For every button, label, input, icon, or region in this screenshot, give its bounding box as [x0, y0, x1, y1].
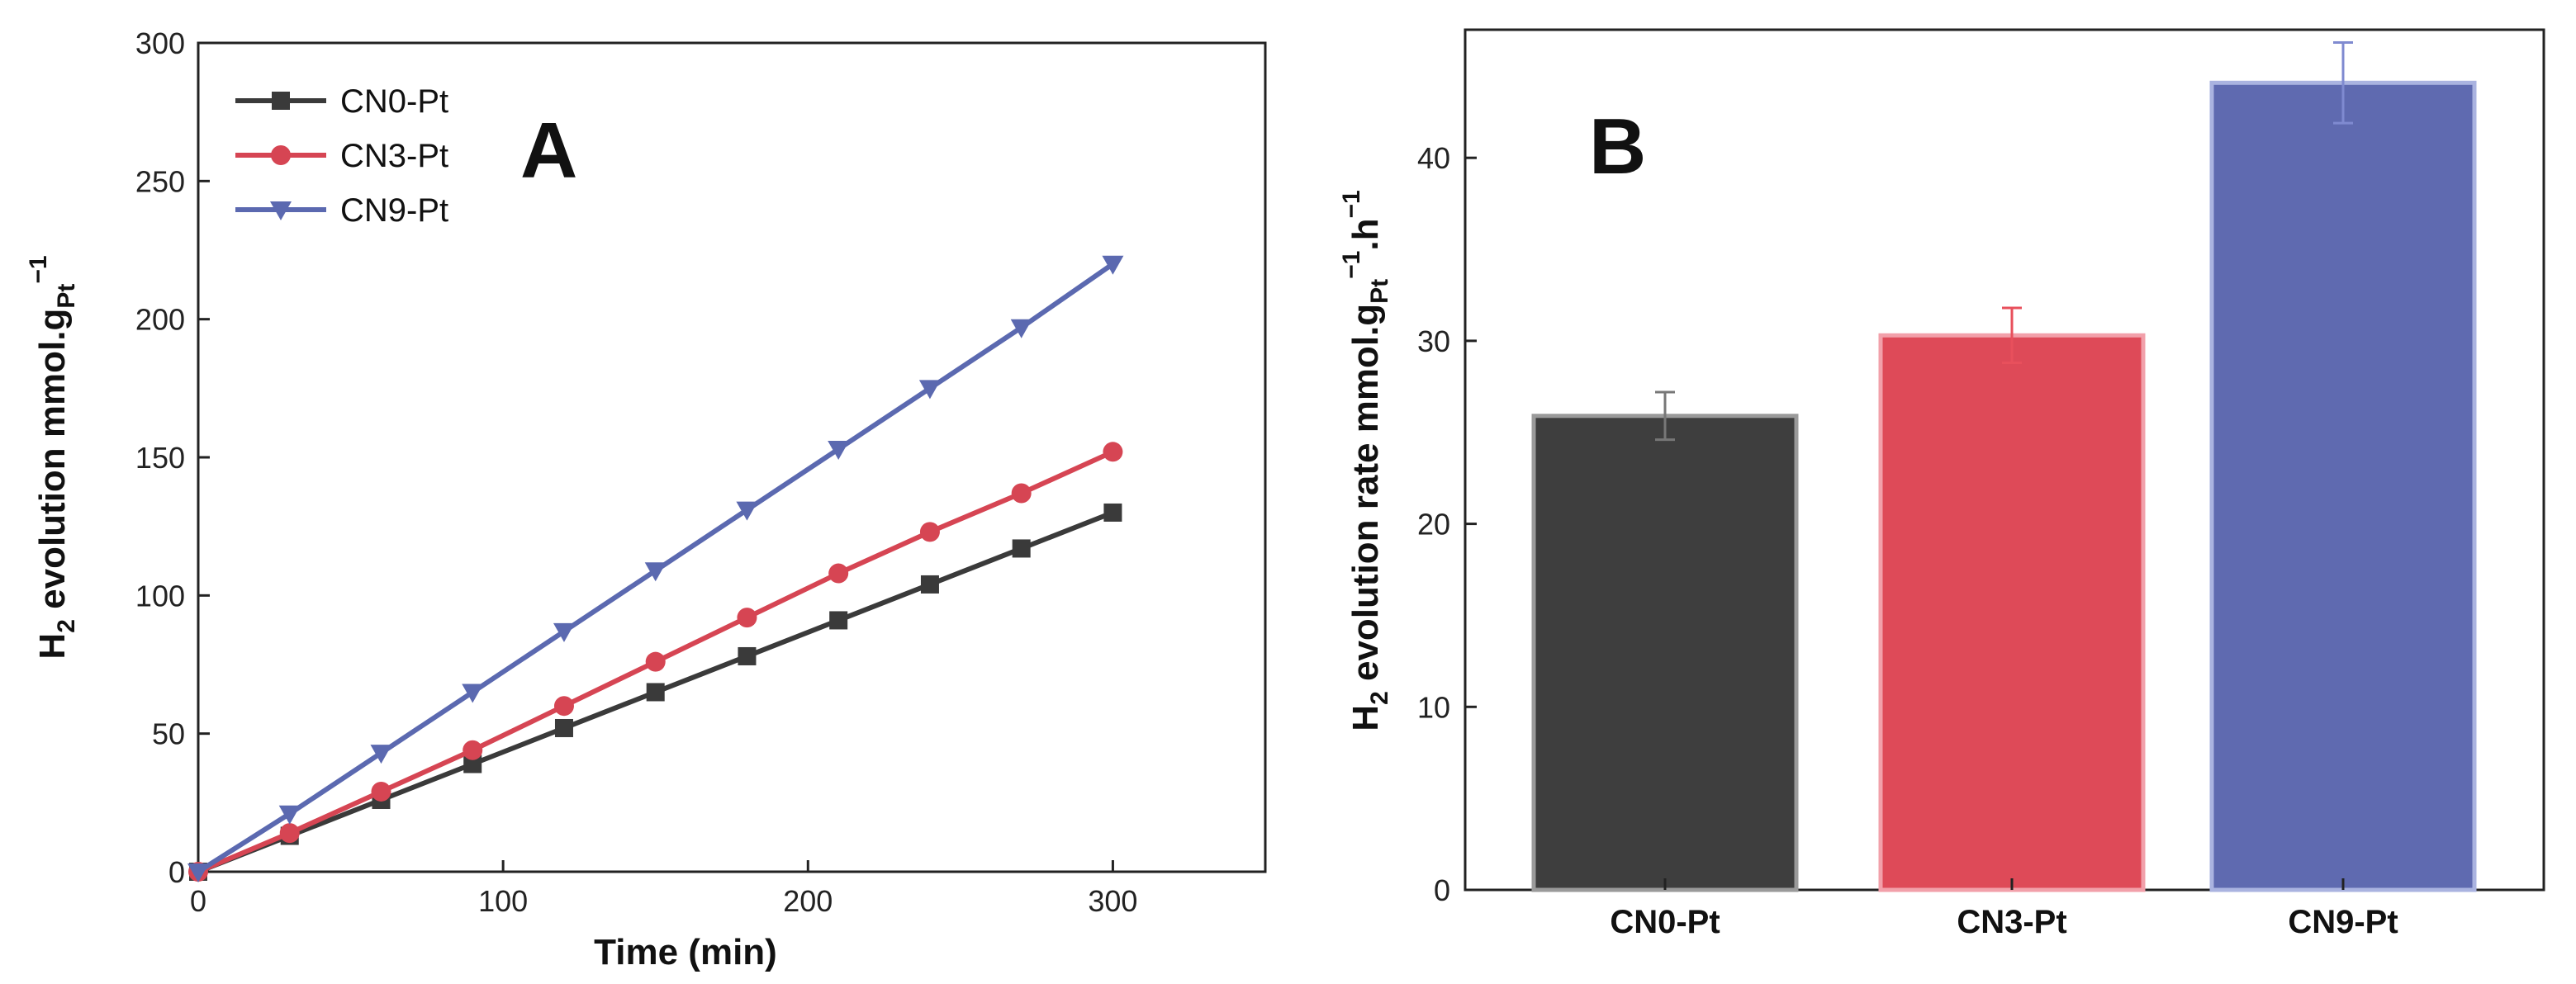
data-point	[1011, 483, 1032, 504]
y-tick-label: 250	[135, 164, 185, 198]
legend-item-cn3-pt: CN3-Pt	[235, 138, 448, 174]
data-point	[919, 522, 940, 542]
data-point	[279, 823, 300, 844]
legend-marker	[271, 145, 291, 165]
x-tick-label: 100	[478, 884, 528, 918]
x-tick-label: 0	[190, 884, 206, 918]
data-point	[829, 611, 848, 630]
series-cn9-pt	[187, 255, 1124, 882]
panel-a-line-chart: 0 50 100 150 200 250 300 0 100 200 300 CN0-Pt CN3-…	[25, 26, 1267, 972]
data-point	[278, 805, 301, 825]
legend-label: CN3-Pt	[340, 138, 448, 174]
data-point	[554, 718, 573, 737]
series-cn3-pt	[188, 442, 1123, 882]
data-point	[644, 562, 667, 582]
panel-a-y-axis-label: H2 evolution mmol.gPt−1	[25, 255, 80, 659]
category-label: CN3-Pt	[1957, 904, 2066, 940]
panel-b-bar-chart: 0 10 20 30 40 CN0-Pt CN3-Pt CN9-Pt B H2 evolut…	[1338, 28, 2545, 940]
legend-item-cn9-pt: CN9-Pt	[235, 192, 448, 229]
data-point	[645, 651, 666, 672]
y-tick-label: 0	[1434, 873, 1450, 907]
y-tick-label: 40	[1417, 141, 1450, 175]
legend-label: CN9-Pt	[340, 192, 448, 229]
data-point	[1012, 539, 1031, 558]
bar	[2209, 80, 2477, 892]
panel-a-series	[187, 255, 1124, 882]
y-tick-label: 150	[135, 441, 185, 475]
legend-marker	[272, 92, 290, 110]
x-tick-label: 300	[1088, 884, 1137, 918]
data-point	[462, 684, 484, 703]
panel-a-label: A	[520, 106, 577, 195]
data-point	[553, 622, 575, 642]
y-tick-label: 30	[1417, 324, 1450, 358]
data-point	[736, 501, 758, 521]
y-tick-label: 0	[168, 855, 185, 889]
data-point	[370, 745, 392, 764]
bar-cn0-pt	[1531, 390, 1799, 892]
panel-a-x-axis: 0 100 200 300	[190, 860, 1137, 918]
panel-a-x-axis-label: Time (min)	[594, 932, 777, 972]
panel-a-legend: CN0-Pt CN3-Pt CN9-Pt	[235, 83, 448, 229]
svg-text:H2 evolution rate mmol.gPt−1.h: H2 evolution rate mmol.gPt−1.h−1	[1338, 190, 1393, 731]
svg-text:H2 evolution mmol.gPt−1: H2 evolution mmol.gPt−1	[25, 255, 80, 659]
category-label: CN0-Pt	[1610, 904, 1720, 940]
data-point	[371, 781, 391, 802]
bar	[1878, 333, 2146, 892]
data-point	[1102, 255, 1124, 275]
bar	[1531, 414, 1799, 892]
panel-b-label: B	[1589, 102, 1646, 191]
data-point	[1103, 503, 1122, 522]
legend-label: CN0-Pt	[340, 83, 448, 120]
series-cn0-pt	[189, 503, 1122, 881]
panel-b-x-axis: CN0-Pt CN3-Pt CN9-Pt	[1610, 878, 2398, 940]
data-point	[738, 646, 757, 665]
y-tick-label: 50	[152, 717, 185, 751]
data-point	[1010, 319, 1032, 338]
data-point	[646, 683, 665, 702]
panel-b-bars	[1531, 41, 2477, 892]
data-point	[463, 755, 482, 773]
y-tick-label: 10	[1417, 690, 1450, 724]
y-tick-label: 20	[1417, 508, 1450, 542]
data-point	[463, 740, 483, 760]
x-tick-label: 200	[783, 884, 833, 918]
data-point	[187, 863, 209, 882]
legend-item-cn0-pt: CN0-Pt	[235, 83, 448, 120]
category-label: CN9-Pt	[2288, 904, 2398, 940]
panel-a-y-axis: 0 50 100 150 200 250 300	[135, 26, 210, 889]
bar-cn3-pt	[1878, 306, 2146, 892]
data-point	[918, 380, 941, 400]
data-point	[553, 696, 574, 717]
data-point	[828, 563, 849, 584]
y-tick-label: 100	[135, 579, 185, 613]
data-point	[737, 608, 757, 628]
data-point	[920, 575, 939, 594]
legend-marker	[270, 201, 292, 220]
data-point	[828, 440, 850, 460]
panel-b-y-axis-label: H2 evolution rate mmol.gPt−1.h−1	[1338, 190, 1393, 731]
data-point	[1103, 442, 1123, 462]
y-tick-label: 200	[135, 303, 185, 337]
bar-cn9-pt	[2209, 41, 2477, 892]
y-tick-label: 300	[135, 26, 185, 60]
panel-b-y-axis: 0 10 20 30 40	[1417, 141, 1477, 907]
